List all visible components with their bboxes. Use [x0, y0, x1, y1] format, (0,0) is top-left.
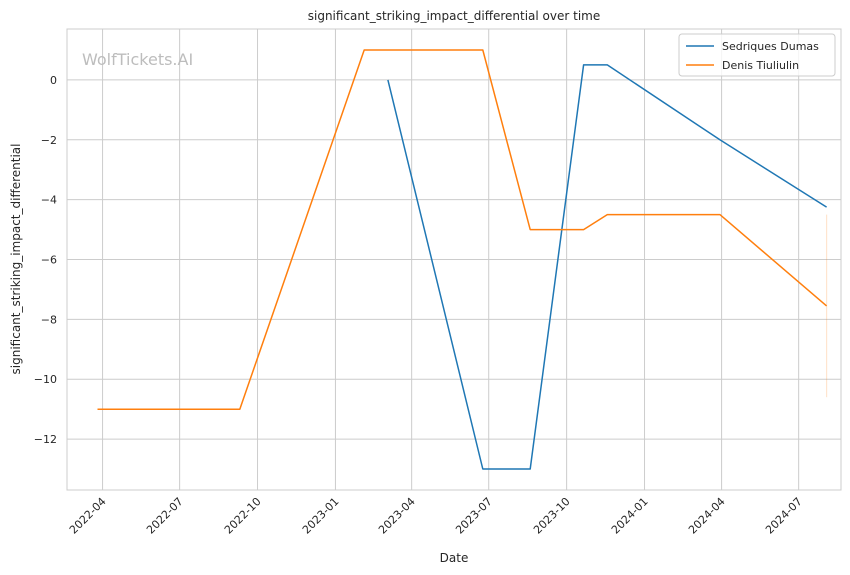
legend-entry-label: Sedriques Dumas	[722, 40, 819, 53]
y-tick-label: −8	[41, 313, 57, 326]
y-tick-label: −2	[41, 134, 57, 147]
chart-title: significant_striking_impact_differential…	[308, 9, 600, 23]
legend-box	[678, 33, 836, 77]
y-tick-label: 0	[50, 74, 57, 87]
y-tick-label: −10	[34, 373, 57, 386]
x-axis-label: Date	[440, 551, 469, 565]
y-tick-label: −4	[41, 194, 57, 207]
plot-frame	[66, 28, 842, 491]
band-layer	[826, 214, 828, 398]
series-layer	[97, 49, 828, 470]
series-line-denis-tiuliulin	[97, 49, 828, 410]
y-tick-label: −12	[34, 433, 57, 446]
y-tick-label: −6	[41, 254, 57, 267]
grid-layer	[67, 29, 841, 490]
watermark: WolfTickets.AI	[82, 50, 193, 69]
legend-entry-label: Denis Tiuliulin	[722, 59, 799, 72]
y-axis-label: significant_striking_impact_differential	[9, 144, 23, 375]
series-line-sedriques-dumas	[387, 64, 828, 470]
confidence-band	[826, 214, 828, 398]
legend: Sedriques Dumas Denis Tiuliulin	[678, 33, 836, 77]
